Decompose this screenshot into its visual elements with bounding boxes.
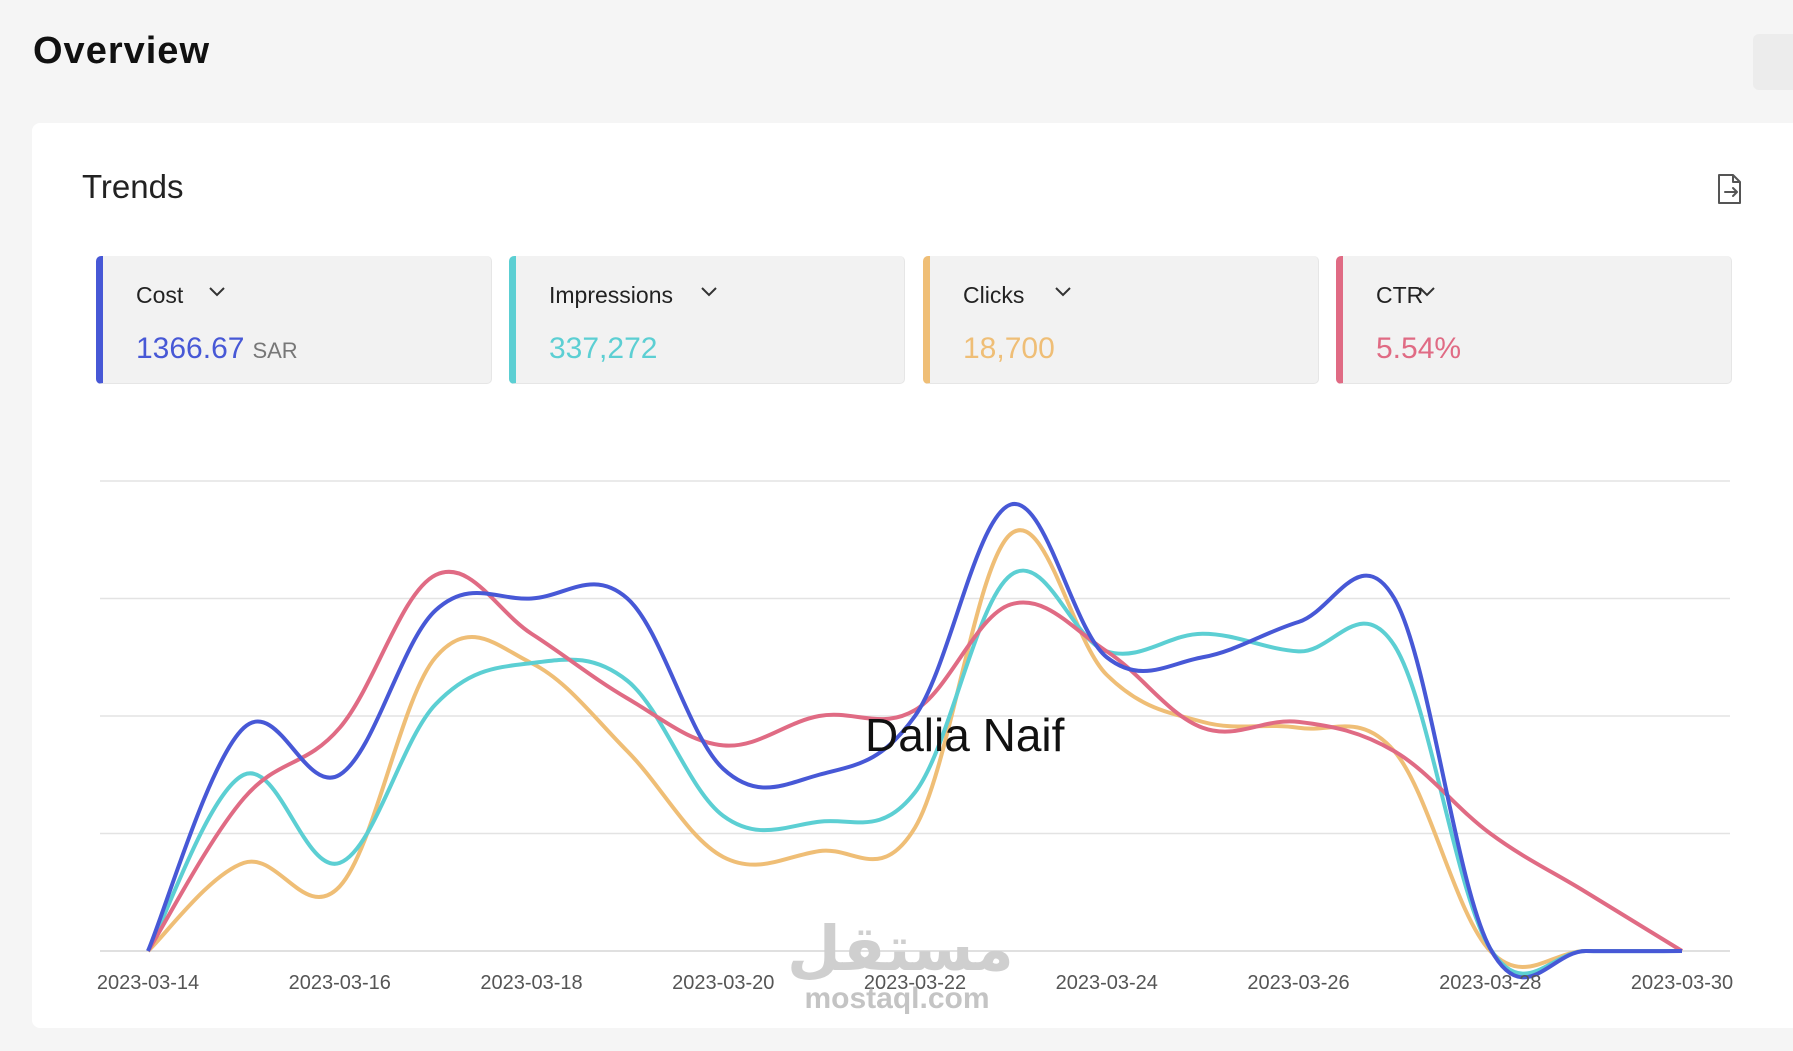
watermark-latin: mostaql.com [804, 982, 990, 1015]
metric-label: CTR [1376, 282, 1424, 308]
metric-card-impressions[interactable]: Impressions 337,272 [509, 256, 905, 384]
metric-value: 1366.67 SAR [136, 332, 298, 366]
chevron-down-icon[interactable] [1054, 286, 1072, 298]
x-tick-label: 2023-03-18 [480, 972, 582, 994]
top-right-button[interactable] [1753, 34, 1793, 90]
chevron-down-icon[interactable] [208, 286, 226, 298]
file-export-icon[interactable] [1716, 173, 1744, 205]
page-title: Overview [33, 30, 210, 72]
x-tick-label: 2023-03-24 [1056, 972, 1158, 994]
metric-number: 18,700 [963, 332, 1055, 365]
watermark-arabic: مستقل [787, 915, 1014, 984]
x-tick-label: 2023-03-22 [864, 972, 966, 994]
metric-number: 5.54% [1376, 332, 1462, 365]
series-line-ctr[interactable] [146, 569, 1684, 953]
metric-value: 18,700 [963, 332, 1055, 366]
x-tick-label: 2023-03-30 [1631, 972, 1733, 994]
series-line-clicks[interactable] [146, 528, 1682, 969]
metric-label: Clicks [963, 282, 1025, 308]
metric-card-ctr[interactable]: CTR 5.54% [1336, 256, 1732, 384]
x-tick-label: 2023-03-14 [97, 972, 199, 994]
metric-number: 337,272 [549, 332, 658, 365]
metric-card-cost[interactable]: Cost 1366.67 SAR [96, 256, 492, 384]
metric-number: 1366.67 [136, 332, 245, 365]
metric-value: 337,272 [549, 332, 657, 366]
chevron-down-icon[interactable] [700, 286, 718, 298]
metric-label: Impressions [549, 282, 673, 308]
x-tick-label: 2023-03-20 [672, 972, 774, 994]
card-title: Trends [82, 168, 184, 205]
x-tick-label: 2023-03-28 [1439, 972, 1541, 994]
trends-card: Trends Cost 1366.67 SAR Impressions 337,2… [32, 123, 1793, 1028]
x-tick-label: 2023-03-26 [1247, 972, 1349, 994]
series-line-cost[interactable] [146, 502, 1683, 980]
x-tick-label: 2023-03-16 [289, 972, 391, 994]
metric-value: 5.54% [1376, 332, 1461, 366]
metric-card-clicks[interactable]: Clicks 18,700 [923, 256, 1319, 384]
metric-label: Cost [136, 282, 184, 308]
metric-unit: SAR [252, 338, 298, 363]
chevron-down-icon[interactable] [1418, 286, 1436, 298]
watermark-logo: مستقل mostaql.com [787, 915, 1014, 1016]
series-line-impressions[interactable] [146, 568, 1683, 976]
overlay-name-text: Dalia Naif [865, 709, 1065, 761]
